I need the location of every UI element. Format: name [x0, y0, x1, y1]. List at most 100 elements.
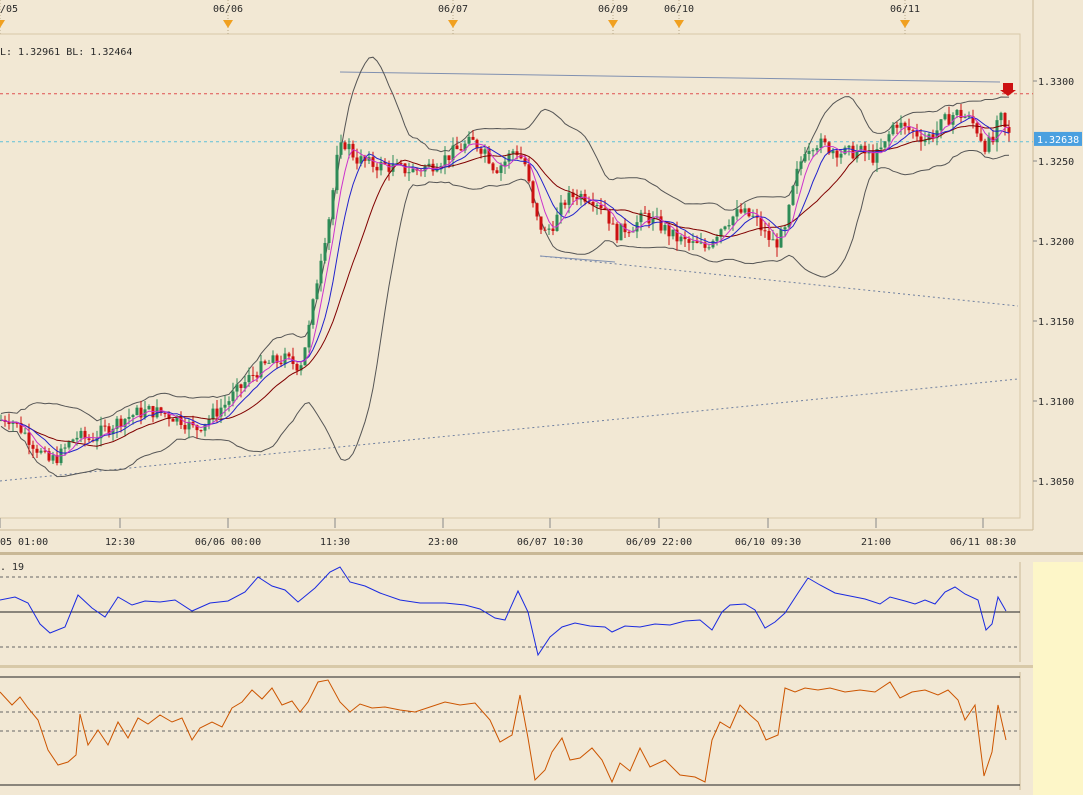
bull-candle-body	[331, 190, 335, 220]
bull-candle-body	[319, 260, 323, 284]
bear-candle-body	[599, 205, 603, 209]
candlestick	[643, 206, 647, 214]
bear-candle-body	[107, 426, 111, 435]
date-marker-triangle	[674, 20, 684, 28]
bear-candle-body	[215, 408, 219, 417]
bull-candle-body	[67, 441, 71, 448]
bear-candle-body	[575, 197, 579, 200]
bear-candle-body	[759, 217, 763, 231]
bear-candle-body	[895, 124, 899, 128]
bull-candle-body	[299, 365, 303, 371]
bear-candle-body	[371, 157, 375, 167]
bull-candle-body	[427, 163, 431, 167]
date-marker-label: 06/11	[890, 4, 920, 15]
date-marker-label: 06/09	[598, 4, 628, 15]
bull-candle-body	[267, 362, 271, 364]
bear-candle-body	[571, 192, 575, 198]
candlestick	[231, 382, 235, 407]
candlestick	[735, 200, 739, 221]
candlestick	[803, 146, 807, 163]
bull-candle-body	[51, 455, 55, 461]
bull-candle-body	[567, 192, 571, 205]
bull-candle-body	[359, 156, 363, 164]
bear-candle-body	[979, 133, 983, 141]
bear-candle-body	[15, 422, 19, 424]
bear-candle-body	[919, 136, 923, 142]
panel-separator-2	[0, 665, 1033, 668]
bear-candle-body	[487, 149, 491, 164]
bear-candle-body	[279, 362, 283, 365]
bear-candle-body	[659, 216, 663, 231]
candlestick	[391, 154, 395, 177]
bull-candle-body	[807, 150, 811, 155]
bear-candle-body	[531, 181, 535, 204]
bull-candle-body	[511, 151, 515, 154]
y-tick-label: 1.3200	[1038, 237, 1074, 248]
candlestick	[851, 141, 855, 160]
bear-candle-body	[139, 407, 143, 418]
bull-candle-body	[783, 227, 787, 230]
y-tick-label: 1.3300	[1038, 77, 1074, 88]
candlestick	[819, 133, 823, 154]
bull-candle-body	[235, 384, 239, 392]
candlestick	[1007, 120, 1011, 142]
candlestick	[211, 403, 215, 423]
candlestick	[899, 115, 903, 135]
bear-candle-body	[183, 424, 187, 430]
candlestick	[67, 440, 71, 450]
bull-candle-body	[327, 219, 331, 243]
bull-candle-body	[231, 391, 235, 402]
bear-candle-body	[775, 239, 779, 248]
bear-candle-body	[275, 355, 279, 363]
candlestick	[335, 145, 339, 194]
bear-candle-body	[607, 208, 611, 224]
candlestick	[31, 440, 35, 458]
mid-trendline	[539, 255, 1019, 307]
candlestick	[519, 146, 523, 160]
bear-candle-body	[583, 193, 587, 202]
x-tick-label: 06/09 22:00	[626, 537, 692, 548]
bull-candle-body	[787, 204, 791, 228]
candlestick	[759, 211, 763, 236]
candlestick	[271, 350, 275, 364]
date-marker: 06/09	[598, 0, 628, 34]
bollinger-lower-band	[0, 150, 1010, 478]
bull-candle-body	[203, 424, 207, 431]
bull-candle-body	[887, 134, 891, 142]
bear-candle-body	[447, 155, 451, 161]
bull-candle-body	[211, 408, 215, 419]
bear-candle-body	[479, 148, 483, 154]
current-price-tag[interactable]: 1.32638	[1034, 131, 1082, 146]
candlestick	[255, 371, 259, 382]
bull-candle-body	[559, 202, 563, 215]
candlestick	[595, 202, 599, 215]
bull-candle-body	[483, 149, 487, 154]
bear-candle-body	[903, 122, 907, 127]
bull-candle-body	[879, 147, 883, 150]
bull-candle-body	[219, 407, 223, 417]
bull-candle-body	[751, 215, 755, 217]
bull-candle-body	[23, 432, 27, 434]
bear-candle-body	[611, 223, 615, 225]
candlestick	[163, 412, 167, 418]
bear-candle-body	[543, 229, 547, 231]
moving-average-fast	[0, 114, 1010, 457]
bear-candle-body	[455, 145, 459, 150]
candlestick	[563, 199, 567, 209]
candlestick	[847, 144, 851, 156]
candlestick	[799, 156, 803, 176]
candlestick	[235, 378, 239, 400]
bull-candle-body	[943, 114, 947, 120]
lower-trendline	[0, 378, 1019, 482]
bear-candle-body	[623, 223, 627, 233]
candlestick	[715, 234, 719, 246]
bull-candle-body	[243, 382, 247, 388]
candlestick	[459, 143, 463, 152]
bear-candle-body	[7, 421, 11, 424]
candlestick	[327, 217, 331, 251]
candlestick	[975, 120, 979, 138]
bull-candle-body	[395, 163, 399, 165]
bull-candle-body	[795, 168, 799, 187]
bear-candle-body	[163, 413, 167, 415]
